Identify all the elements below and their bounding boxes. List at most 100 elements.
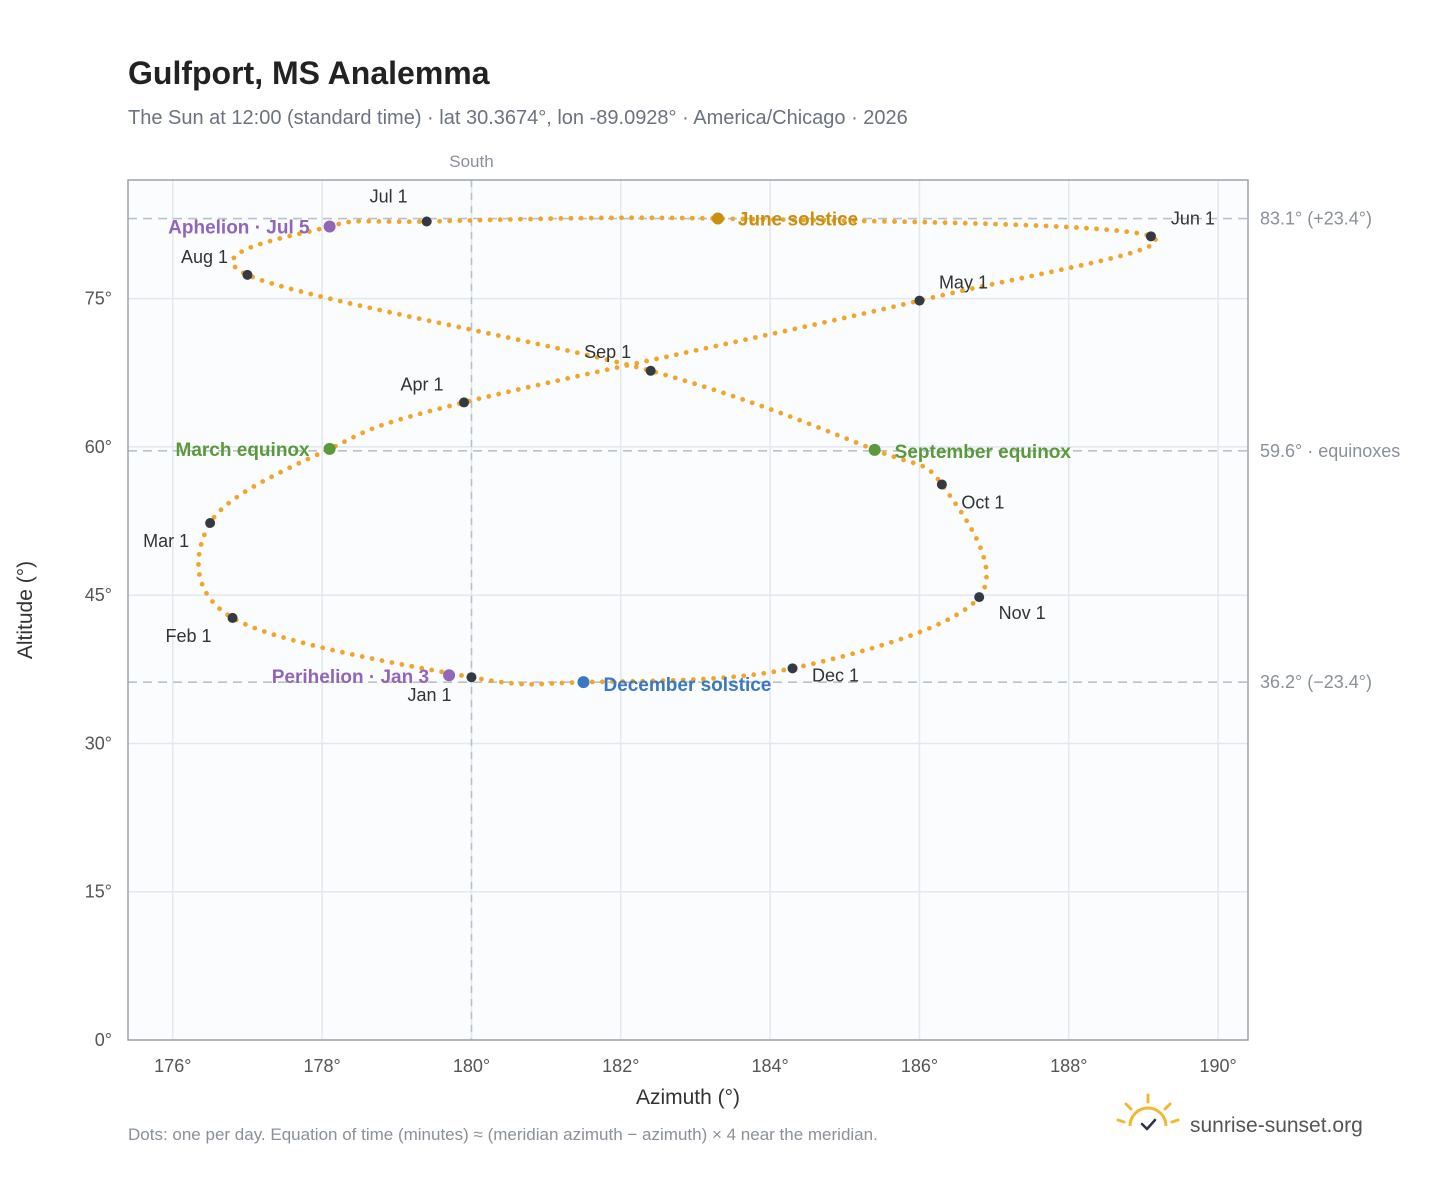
daily-dot	[456, 324, 462, 330]
month-marker	[1145, 231, 1156, 242]
daily-dot	[682, 378, 688, 384]
daily-dot	[664, 354, 669, 360]
daily-dot	[881, 451, 887, 456]
x-tick-label: 176°	[154, 1056, 191, 1076]
daily-dot	[1033, 223, 1039, 228]
brand-name[interactable]: sunrise-sunset.org	[1190, 1114, 1363, 1137]
daily-dot	[479, 676, 484, 682]
daily-dot	[962, 220, 968, 226]
daily-dot	[771, 669, 777, 675]
daily-dot	[1029, 273, 1035, 279]
daily-dot	[811, 217, 817, 223]
daily-dot	[701, 384, 707, 390]
daily-dot	[711, 675, 716, 681]
daily-dot	[821, 217, 827, 223]
daily-dot	[816, 425, 821, 430]
daily-dot	[730, 216, 736, 222]
daily-dot	[679, 215, 685, 221]
daily-dot	[506, 389, 511, 395]
daily-dot	[271, 632, 277, 638]
daily-dot	[242, 489, 248, 495]
daily-dot	[466, 326, 472, 332]
daily-dot	[891, 304, 896, 310]
daily-dot	[891, 454, 897, 460]
event-label: June solstice	[738, 210, 858, 231]
daily-dot	[830, 656, 836, 662]
daily-dot	[535, 341, 541, 347]
daily-dot	[446, 322, 452, 328]
daily-dot	[958, 509, 964, 515]
daily-dot	[528, 216, 533, 222]
daily-dot	[196, 551, 202, 557]
daily-dot	[614, 359, 620, 365]
daily-dot	[277, 236, 283, 241]
daily-dot	[549, 681, 555, 686]
daily-dot	[917, 629, 923, 635]
daily-dot	[545, 343, 551, 349]
daily-dot	[989, 281, 995, 287]
daily-dot	[947, 493, 953, 498]
daily-dot	[497, 217, 503, 223]
daily-dot	[594, 369, 600, 375]
daily-dot	[211, 514, 217, 520]
event-label: Aphelion · Jul 5	[168, 217, 310, 238]
daily-dot	[196, 562, 201, 567]
daily-dot	[1118, 253, 1123, 259]
daily-dot	[659, 215, 665, 221]
daily-dot	[198, 542, 204, 547]
month-marker	[936, 479, 947, 490]
daily-dot	[723, 341, 729, 347]
event-label: September equinox	[895, 442, 1072, 463]
daily-dot	[741, 673, 747, 679]
daily-dot	[377, 307, 383, 313]
daily-dot	[762, 332, 768, 338]
daily-dot	[760, 216, 766, 222]
plot-area	[128, 180, 1248, 1040]
daily-dot	[962, 607, 968, 612]
daily-dot	[386, 219, 392, 225]
daily-dot	[569, 680, 575, 685]
daily-dot	[932, 220, 938, 225]
daily-dot	[1043, 223, 1049, 229]
daily-dot	[1073, 225, 1079, 230]
daily-dot	[308, 291, 314, 297]
x-tick-label: 184°	[752, 1056, 789, 1076]
daily-dot	[801, 217, 806, 223]
y-tick-label: 45°	[85, 585, 112, 605]
daily-dot	[287, 465, 293, 471]
x-tick-label: 178°	[304, 1056, 341, 1076]
daily-dot	[279, 283, 284, 289]
daily-dot	[356, 218, 362, 224]
daily-dot	[259, 278, 265, 283]
daily-dot	[477, 217, 483, 223]
daily-dot	[226, 500, 232, 506]
daily-dot	[902, 219, 908, 225]
daily-dot	[437, 406, 443, 411]
daily-dot	[993, 221, 998, 227]
daily-dot	[476, 328, 481, 334]
daily-dot	[910, 460, 916, 466]
month-marker	[466, 672, 477, 683]
month-marker	[227, 612, 238, 623]
daily-dot	[861, 311, 867, 316]
daily-dot	[1049, 269, 1054, 275]
daily-dot	[841, 315, 847, 321]
daily-dot	[278, 469, 284, 475]
daily-dot	[669, 215, 675, 221]
daily-dot	[436, 320, 442, 326]
daily-dot	[1114, 228, 1120, 233]
y-tick-label: 0°	[95, 1030, 112, 1050]
daily-dot	[999, 279, 1005, 285]
daily-dot	[337, 298, 343, 304]
month-label: Mar 1	[143, 531, 189, 551]
daily-dot	[952, 220, 958, 226]
daily-dot	[369, 426, 375, 432]
event-marker	[577, 676, 590, 689]
daily-dot	[297, 231, 302, 237]
daily-dot	[1003, 222, 1009, 227]
daily-dot	[416, 219, 422, 225]
daily-dot	[881, 306, 887, 312]
analemma-path	[196, 215, 1158, 687]
daily-dot	[486, 330, 491, 336]
sun-check-icon	[1116, 1093, 1180, 1131]
